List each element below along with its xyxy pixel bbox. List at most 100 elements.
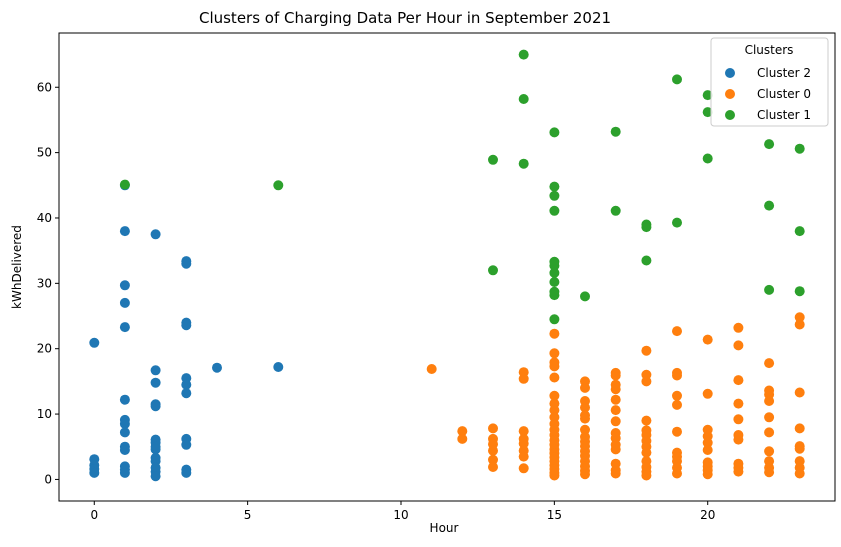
point-cluster-0-54 xyxy=(580,469,590,480)
point-cluster-1-0 xyxy=(119,179,130,190)
point-cluster-1-20 xyxy=(610,205,621,216)
point-cluster-0-45 xyxy=(580,424,590,435)
point-cluster-0-21 xyxy=(549,372,560,383)
point-cluster-2-36 xyxy=(181,320,192,331)
point-cluster-1-10 xyxy=(549,205,560,216)
point-cluster-1-29 xyxy=(764,139,775,150)
point-cluster-1-23 xyxy=(641,255,652,266)
point-cluster-0-113 xyxy=(764,358,775,369)
point-cluster-0-58 xyxy=(610,384,621,395)
point-cluster-0-65 xyxy=(610,444,621,455)
point-cluster-0-128 xyxy=(794,443,805,454)
x-tick-label-15: 15 xyxy=(547,508,562,522)
point-cluster-1-17 xyxy=(549,314,560,325)
point-cluster-2-12 xyxy=(119,418,130,429)
point-cluster-1-12 xyxy=(549,260,560,271)
point-cluster-1-16 xyxy=(549,290,560,301)
point-cluster-2-9 xyxy=(119,322,130,333)
point-cluster-0-72 xyxy=(641,415,652,426)
point-cluster-1-14 xyxy=(549,277,560,287)
legend-marker-cluster-0 xyxy=(725,89,735,99)
point-cluster-0-124 xyxy=(794,319,805,330)
point-cluster-2-39 xyxy=(181,388,192,399)
point-cluster-2-8 xyxy=(119,297,130,308)
point-cluster-2-7 xyxy=(119,280,130,291)
point-cluster-2-41 xyxy=(181,439,192,450)
point-cluster-0-77 xyxy=(641,447,652,458)
y-tick-label-40: 40 xyxy=(37,211,52,225)
y-tick-label-30: 30 xyxy=(37,276,52,290)
point-cluster-0-60 xyxy=(610,405,621,416)
point-cluster-0-102 xyxy=(702,469,713,480)
legend-marker-cluster-1 xyxy=(725,110,735,120)
point-cluster-0-71 xyxy=(641,376,652,387)
point-cluster-1-34 xyxy=(794,286,805,297)
point-cluster-1-30 xyxy=(764,200,775,211)
x-tick-label-5: 5 xyxy=(244,508,252,522)
legend-title: Clusters xyxy=(745,43,794,57)
point-cluster-2-45 xyxy=(273,362,284,372)
point-cluster-0-16 xyxy=(518,463,529,474)
point-cluster-0-119 xyxy=(764,446,775,457)
point-cluster-0-3 xyxy=(488,423,498,434)
point-cluster-2-20 xyxy=(150,365,161,376)
point-cluster-0-105 xyxy=(733,375,744,386)
point-cluster-2-19 xyxy=(150,229,161,240)
x-tick-label-10: 10 xyxy=(393,508,408,522)
point-cluster-2-32 xyxy=(150,471,161,482)
point-cluster-2-18 xyxy=(119,467,130,478)
point-cluster-0-118 xyxy=(764,427,775,438)
point-cluster-0-85 xyxy=(672,390,682,401)
point-cluster-0-117 xyxy=(764,412,775,423)
x-tick-label-0: 0 xyxy=(90,508,98,522)
point-cluster-0-20 xyxy=(549,361,560,372)
point-cluster-2-4 xyxy=(89,467,100,478)
point-cluster-1-5 xyxy=(518,94,529,104)
point-cluster-1-33 xyxy=(794,226,805,237)
x-tick-label-20: 20 xyxy=(700,508,715,522)
point-cluster-0-87 xyxy=(672,426,682,437)
point-cluster-0-103 xyxy=(733,322,744,333)
point-cluster-2-43 xyxy=(181,467,192,478)
point-cluster-1-3 xyxy=(488,265,498,276)
legend-marker-cluster-2 xyxy=(725,68,735,78)
point-cluster-0-106 xyxy=(733,398,744,409)
point-cluster-1-7 xyxy=(549,127,560,138)
point-cluster-0-112 xyxy=(733,466,744,477)
plot-area-frame xyxy=(58,32,836,502)
point-cluster-2-27 xyxy=(150,444,161,455)
point-cluster-1-22 xyxy=(641,222,652,233)
point-cluster-0-84 xyxy=(672,370,682,381)
y-tick-label-20: 20 xyxy=(37,342,52,356)
point-cluster-0-123 xyxy=(794,312,805,323)
point-cluster-1-32 xyxy=(794,143,805,154)
point-cluster-0-69 xyxy=(641,345,652,356)
point-cluster-0-131 xyxy=(794,468,805,479)
point-cluster-0-17 xyxy=(549,328,560,339)
point-cluster-2-21 xyxy=(150,377,161,388)
y-tick-label-50: 50 xyxy=(37,146,52,160)
point-cluster-1-25 xyxy=(672,217,682,228)
point-cluster-0-104 xyxy=(733,340,744,351)
point-cluster-0-97 xyxy=(702,437,713,448)
point-cluster-1-4 xyxy=(518,49,529,60)
point-cluster-1-1 xyxy=(273,180,284,191)
point-cluster-2-13 xyxy=(119,427,130,438)
point-cluster-0-2 xyxy=(457,433,468,444)
point-cluster-0-59 xyxy=(610,394,621,405)
point-cluster-2-44 xyxy=(212,362,222,373)
point-cluster-0-98 xyxy=(702,445,713,455)
point-cluster-0-0 xyxy=(426,364,437,374)
point-cluster-0-22 xyxy=(549,390,560,401)
point-cluster-1-26 xyxy=(702,90,713,101)
legend-label-cluster-2: Cluster 2 xyxy=(757,66,811,80)
point-cluster-0-15 xyxy=(518,451,529,462)
point-cluster-0-86 xyxy=(672,399,682,410)
point-cluster-0-126 xyxy=(794,423,805,434)
point-cluster-0-93 xyxy=(702,334,713,345)
point-cluster-2-23 xyxy=(150,401,161,412)
point-cluster-0-8 xyxy=(488,462,498,472)
point-cluster-0-10 xyxy=(518,373,529,384)
